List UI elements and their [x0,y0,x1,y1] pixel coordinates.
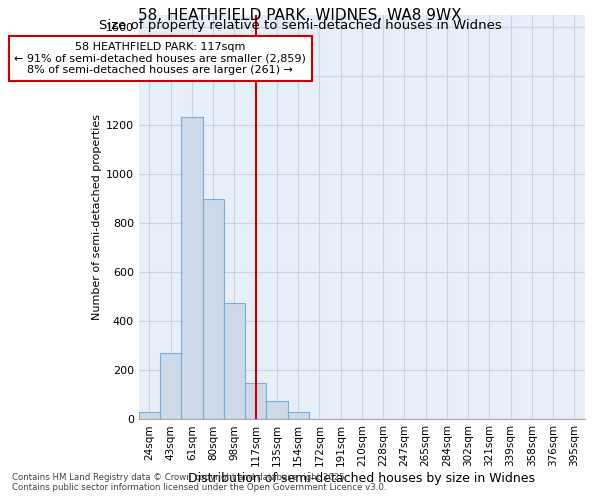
Y-axis label: Number of semi-detached properties: Number of semi-detached properties [92,114,101,320]
Bar [203,199,224,420]
Text: Contains HM Land Registry data © Crown copyright and database right 2025.
Contai: Contains HM Land Registry data © Crown c… [12,473,386,492]
Bar [245,382,266,420]
Bar [181,116,203,420]
Text: 58 HEATHFIELD PARK: 117sqm
← 91% of semi-detached houses are smaller (2,859)
8% : 58 HEATHFIELD PARK: 117sqm ← 91% of semi… [14,42,306,75]
Bar [139,412,160,420]
Text: Size of property relative to semi-detached houses in Widnes: Size of property relative to semi-detach… [98,18,502,32]
Text: 58, HEATHFIELD PARK, WIDNES, WA8 9WX: 58, HEATHFIELD PARK, WIDNES, WA8 9WX [138,8,462,22]
Bar [160,354,181,420]
Bar [287,412,309,420]
Bar [224,303,245,420]
X-axis label: Distribution of semi-detached houses by size in Widnes: Distribution of semi-detached houses by … [188,472,535,485]
Bar [266,401,287,419]
